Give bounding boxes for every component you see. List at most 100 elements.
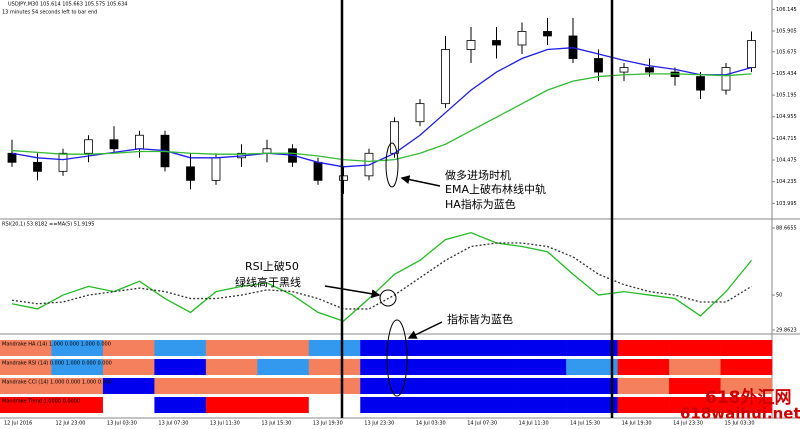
y-tick-label: 104.235 <box>776 179 797 185</box>
indicator-block <box>463 397 515 413</box>
indicator-block <box>205 397 258 413</box>
indicator-block <box>514 340 567 356</box>
indicator-block <box>514 359 567 375</box>
indicator-block <box>102 340 155 356</box>
indicator-block <box>720 378 773 394</box>
candle-body <box>594 58 603 73</box>
arrow <box>324 285 381 299</box>
indicator-block <box>360 340 413 356</box>
time-label: 13 Jul 07:30 <box>158 421 188 427</box>
time-label: 14 Jul 19:30 <box>622 421 652 427</box>
rsi-title: RSI(20,1) 53.8182 ==MA(5) 51.9195 <box>2 222 94 228</box>
indicator-block <box>102 359 155 375</box>
candle-body <box>543 31 552 37</box>
indicator-block <box>51 397 104 413</box>
indicator-block <box>669 378 721 394</box>
bar-timer: 13 minutes 54 seconds left to bar end <box>2 10 97 16</box>
candle-body <box>33 161 42 172</box>
candle-body <box>415 103 425 123</box>
time-label: 15 Jul 03:30 <box>725 421 755 427</box>
annotation: 指标皆为蓝色 <box>447 312 513 326</box>
time-label: 14 Jul 23:30 <box>673 421 703 427</box>
time-label: 13 Jul 15:30 <box>261 421 291 427</box>
indicator-block <box>463 378 515 394</box>
indicator-block <box>0 340 52 356</box>
indicator-block <box>0 359 52 375</box>
candle-body <box>747 40 756 68</box>
indicator-block <box>51 340 104 356</box>
indicator-line <box>11 242 752 310</box>
indicator-block <box>205 359 258 375</box>
candle-body <box>517 31 527 46</box>
indicator-block <box>463 359 515 375</box>
candle-body <box>339 175 348 181</box>
candle-body <box>696 76 705 91</box>
y-tick-label: 104.715 <box>776 136 797 142</box>
indicator-line <box>11 47 752 168</box>
indicator-block <box>720 340 773 356</box>
indicator-block <box>308 359 361 375</box>
time-label: 13 Jul 03:30 <box>107 421 137 427</box>
indicator-label: Mandrake Trend 1.0000 0.0000 <box>2 399 80 405</box>
y-tick-label: 105.195 <box>776 93 797 99</box>
indicator-block <box>669 397 721 413</box>
candle-body <box>492 40 501 46</box>
indicator-label: Mandrake HA (14) 1.000 0.000 1.000 0.000 <box>2 342 111 348</box>
time-label: 14 Jul 11:30 <box>519 421 549 427</box>
time-label: 14 Jul 07:30 <box>467 421 497 427</box>
candle-body <box>313 161 323 181</box>
candle-body <box>721 67 731 91</box>
indicator-block <box>411 378 464 394</box>
indicator-block <box>205 378 258 394</box>
time-label: 12 Jul 2016 <box>4 421 32 427</box>
indicator-block <box>102 378 155 394</box>
indicator-block <box>617 359 670 375</box>
candle-body <box>58 152 68 172</box>
candle-body <box>466 40 476 50</box>
symbol-info: USDJPY,M30 105.614 105.663 105.575 105.6… <box>8 2 127 8</box>
time-label: 12 Jul 23:00 <box>55 421 85 427</box>
candle-body <box>211 157 221 181</box>
candle-body <box>186 166 195 181</box>
indicator-block <box>51 359 104 375</box>
watermark: 618外汇网 <box>705 387 792 408</box>
indicator-block <box>411 359 464 375</box>
indicator-block <box>154 378 207 394</box>
candle-body <box>7 152 17 163</box>
y-tick-label: 106.145 <box>776 7 797 13</box>
arrow <box>400 175 441 187</box>
indicator-block <box>257 397 310 413</box>
indicator-block <box>514 397 567 413</box>
time-label: 14 Jul 03:30 <box>416 421 446 427</box>
indicator-block <box>617 340 670 356</box>
indicator-label: Mandrake CCI (14) 1.000 0.000 1.000 0.00… <box>2 380 112 386</box>
annotation: RSI上破50 <box>245 259 299 273</box>
indicator-label: Mandrake RSI (14) 0.000 1.000 0.000 0.00… <box>2 361 112 367</box>
time-label: 14 Jul 15:30 <box>570 421 600 427</box>
indicator-block <box>257 378 310 394</box>
indicator-block <box>566 378 618 394</box>
indicator-block <box>669 340 721 356</box>
indicator-block <box>308 340 361 356</box>
indicator-block <box>0 378 52 394</box>
time-label: 13 Jul 11:30 <box>210 421 240 427</box>
y-tick-label: 88.6655 <box>776 226 797 232</box>
indicator-block <box>308 378 361 394</box>
highlight-circle <box>385 142 399 188</box>
indicator-block <box>566 359 618 375</box>
candle-body <box>84 139 93 154</box>
indicator-block <box>102 397 155 413</box>
candle-body <box>135 134 144 150</box>
annotation: HA指标为蓝色 <box>445 197 516 211</box>
highlight-circle <box>386 319 408 397</box>
y-tick-label: 103.995 <box>776 201 797 207</box>
time-label: 13 Jul 19:30 <box>313 421 343 427</box>
indicator-block <box>360 378 413 394</box>
candle-body <box>262 148 272 154</box>
time-label: 13 Jul 23:30 <box>364 421 394 427</box>
indicator-block <box>720 397 773 413</box>
indicator-block <box>617 397 670 413</box>
candle-body <box>619 67 629 73</box>
